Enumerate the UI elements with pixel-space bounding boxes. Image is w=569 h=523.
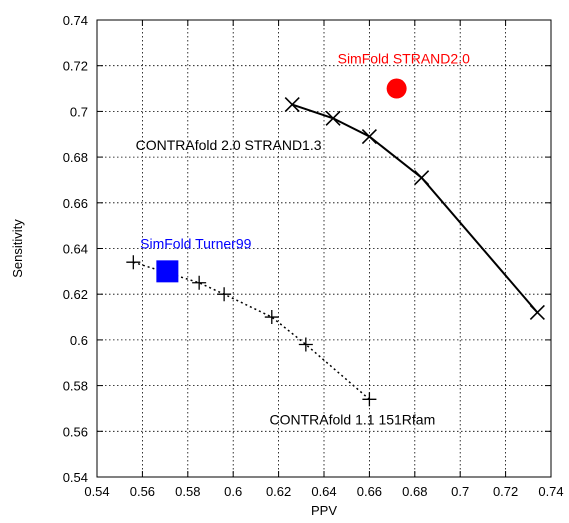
y-tick-label: 0.58 — [63, 379, 88, 394]
x-tick-label: 0.66 — [357, 484, 382, 499]
x-tick-label: 0.72 — [493, 484, 518, 499]
annotation-label: SimFold Turner99 — [140, 236, 251, 252]
series-line — [133, 262, 369, 399]
x-axis-label: PPV — [311, 503, 337, 518]
y-tick-label: 0.72 — [63, 59, 88, 74]
x-tick-label: 0.58 — [175, 484, 200, 499]
data-point-plus — [217, 287, 231, 301]
y-tick-label: 0.74 — [63, 13, 88, 28]
x-tick-label: 0.56 — [130, 484, 155, 499]
x-tick-label: 0.68 — [402, 484, 427, 499]
x-tick-label: 0.54 — [84, 484, 109, 499]
x-tick-label: 0.62 — [266, 484, 291, 499]
series-2 — [387, 79, 407, 99]
y-tick-label: 0.54 — [63, 470, 88, 485]
y-tick-label: 0.68 — [63, 150, 88, 165]
x-tick-label: 0.64 — [311, 484, 336, 499]
y-tick-label: 0.7 — [70, 104, 88, 119]
y-tick-label: 0.62 — [63, 287, 88, 302]
data-point-plus — [126, 255, 140, 269]
data-point-x — [530, 305, 544, 319]
x-tick-label: 0.6 — [224, 484, 242, 499]
data-point-x — [326, 111, 340, 125]
x-tick-label: 0.7 — [451, 484, 469, 499]
data-point-x — [415, 171, 429, 185]
data-point-square — [156, 260, 178, 282]
y-tick-label: 0.66 — [63, 196, 88, 211]
y-axis-label: Sensitivity — [10, 219, 25, 278]
x-tick-label: 0.74 — [538, 484, 563, 499]
y-tick-label: 0.6 — [70, 333, 88, 348]
annotation-layer: SimFold STRAND2.0 CONTRAfold 2.0 STRAND1.… — [136, 50, 470, 427]
y-tick-label: 0.64 — [63, 242, 88, 257]
data-point-x — [285, 98, 299, 112]
data-point-plus — [192, 276, 206, 290]
annotation-label: SimFold STRAND2.0 — [338, 50, 470, 66]
annotation-label: CONTRAfold 2.0 STRAND1.3 — [136, 137, 322, 153]
data-point-circle — [387, 79, 407, 99]
y-tick-label: 0.56 — [63, 424, 88, 439]
annotation-label: CONTRAfold 1.1 151Rfam — [270, 411, 436, 427]
series-3 — [156, 260, 178, 282]
